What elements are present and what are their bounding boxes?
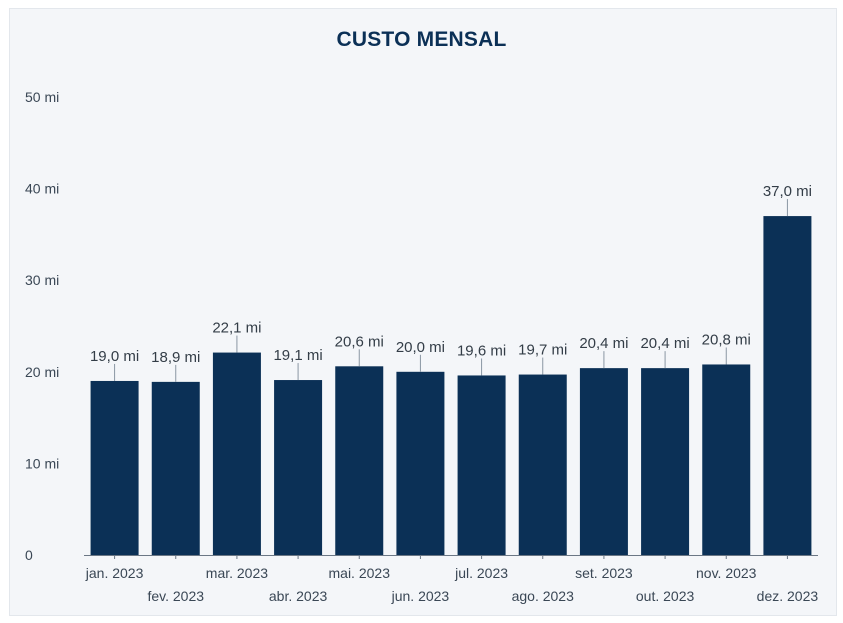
- y-tick-label: 30 mi: [25, 272, 59, 288]
- bar-6: [396, 371, 445, 555]
- x-tick-label: mar. 2023: [206, 565, 268, 581]
- x-tick-label: jan. 2023: [85, 565, 144, 581]
- data-label: 19,1 mi: [273, 347, 322, 364]
- x-tick-label: out. 2023: [636, 588, 695, 604]
- x-tick-label: fev. 2023: [147, 588, 204, 604]
- bar-12: [763, 216, 812, 555]
- x-tick-label: jul. 2023: [454, 565, 508, 581]
- bar-11: [702, 364, 751, 555]
- bar-10: [641, 368, 690, 555]
- y-tick-label: 0: [25, 547, 33, 563]
- data-label: 20,8 mi: [702, 331, 751, 348]
- bar-1: [90, 380, 139, 555]
- y-tick-label: 40 mi: [25, 181, 59, 197]
- bar-4: [274, 380, 323, 555]
- bar-7: [457, 375, 506, 555]
- data-label: 20,0 mi: [396, 339, 445, 356]
- x-tick-label: set. 2023: [575, 565, 633, 581]
- x-tick-label: dez. 2023: [757, 588, 819, 604]
- data-label: 19,0 mi: [90, 348, 139, 365]
- x-tick-label: nov. 2023: [696, 565, 757, 581]
- data-label: 22,1 mi: [212, 320, 261, 337]
- x-tick-label: jun. 2023: [391, 588, 450, 604]
- data-label: 20,4 mi: [579, 335, 628, 352]
- y-tick-label: 10 mi: [25, 455, 59, 471]
- x-tick-label: mai. 2023: [329, 565, 391, 581]
- data-label: 20,4 mi: [640, 335, 689, 352]
- data-label: 37,0 mi: [763, 183, 812, 200]
- bar-8: [518, 374, 567, 555]
- y-tick-label: 50 mi: [25, 89, 59, 105]
- data-label: 19,7 mi: [518, 342, 567, 359]
- data-label: 19,6 mi: [457, 342, 506, 359]
- y-tick-label: 20 mi: [25, 364, 59, 380]
- x-tick-label: ago. 2023: [512, 588, 574, 604]
- bar-9: [579, 368, 628, 555]
- bar-5: [335, 366, 384, 555]
- x-tick-label: abr. 2023: [269, 588, 328, 604]
- data-label: 20,6 mi: [335, 333, 384, 350]
- chart-title: CUSTO MENSAL: [336, 28, 507, 51]
- bar-3: [212, 352, 261, 555]
- bar-2: [151, 381, 200, 555]
- data-label: 18,9 mi: [151, 349, 200, 366]
